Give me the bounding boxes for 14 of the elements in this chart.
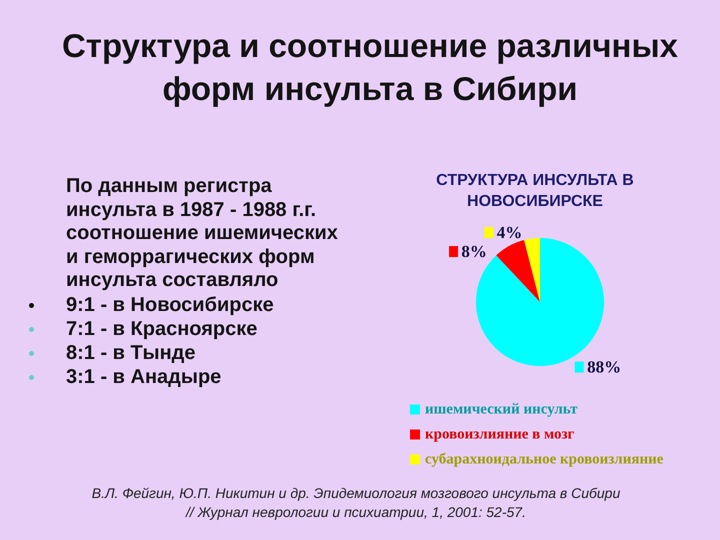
legend-label: субарахноидальное кровоизлияние [425, 452, 664, 468]
chart-title: Структура и соотношение различных форм инсульта в Сибири [60, 26, 680, 109]
text: 8:1 - в Тынде [66, 342, 196, 364]
text: По данным регистра инсульта в 1987 - 1988 г.г. соотношение ишемических и геморрагических форм инсульта составляло [66, 175, 339, 292]
data-label: 4% [496, 223, 522, 242]
chart-subtitle: СТРУКТУРА ИНСУЛЬТА В НОВОСИБИРСКЕ [435, 171, 635, 212]
text: 7:1 - в Красноярске [66, 318, 258, 340]
legend-label: кровоизлияние в мозг [425, 426, 575, 442]
legend-label: ишемический инсульт [425, 402, 578, 418]
data-label: 8% [461, 242, 487, 262]
data-label: 88% [587, 358, 622, 377]
text: 9:1 - в Новосибирске [66, 294, 274, 316]
text: 3:1 - в Анадыре [66, 366, 222, 388]
text: В.Л. Фейгин, Ю.П. Никитин и др. Эпидемиология мозгового инсульта в Сибири // Журнал неврологии и психиатрии, 1, 2001: 52-57. [90, 484, 622, 522]
